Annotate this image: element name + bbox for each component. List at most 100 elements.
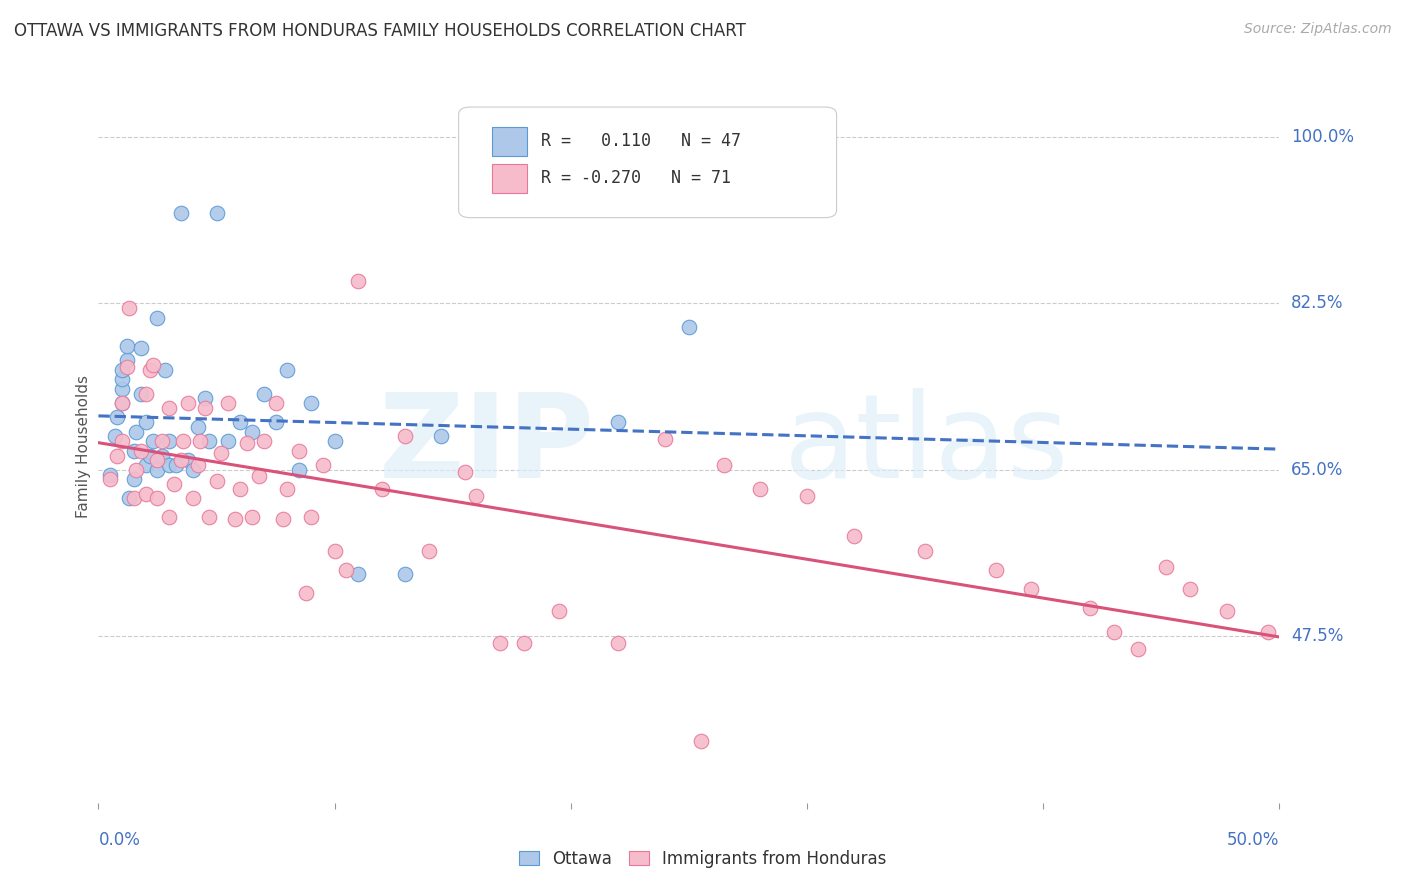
Point	[198, 434, 221, 449]
Text: ZIP: ZIP	[378, 389, 595, 503]
Point	[98, 472, 121, 486]
Point	[146, 491, 169, 506]
Point	[170, 206, 193, 220]
Point	[150, 449, 173, 463]
Point	[713, 458, 735, 472]
Point	[512, 636, 534, 650]
Point	[1178, 582, 1201, 596]
Text: atlas: atlas	[783, 389, 1069, 503]
Point	[217, 434, 239, 449]
Point	[115, 339, 138, 353]
Point	[465, 490, 488, 504]
Text: 65.0%: 65.0%	[1291, 461, 1344, 479]
Point	[135, 486, 157, 500]
Point	[347, 567, 370, 582]
Point	[139, 449, 162, 463]
Point	[194, 401, 217, 415]
Point	[111, 372, 134, 386]
Point	[139, 363, 162, 377]
Point	[323, 434, 346, 449]
Point	[371, 482, 394, 496]
Point	[150, 434, 173, 449]
Point	[181, 463, 204, 477]
Text: OTTAWA VS IMMIGRANTS FROM HONDURAS FAMILY HOUSEHOLDS CORRELATION CHART: OTTAWA VS IMMIGRANTS FROM HONDURAS FAMIL…	[14, 22, 747, 40]
Point	[188, 434, 211, 449]
FancyBboxPatch shape	[492, 164, 527, 193]
Point	[299, 510, 322, 524]
Point	[157, 401, 180, 415]
Point	[146, 463, 169, 477]
Point	[172, 434, 194, 449]
Point	[187, 420, 209, 434]
Point	[748, 482, 770, 496]
Point	[1021, 582, 1043, 596]
Text: 82.5%: 82.5%	[1291, 294, 1344, 312]
Point	[247, 469, 270, 483]
Point	[288, 463, 311, 477]
Point	[984, 563, 1007, 577]
Point	[129, 443, 152, 458]
Point	[125, 463, 148, 477]
Point	[240, 510, 263, 524]
Point	[796, 490, 818, 504]
Text: 47.5%: 47.5%	[1291, 627, 1344, 645]
Point	[165, 458, 187, 472]
Point	[1102, 624, 1125, 639]
Point	[205, 474, 228, 488]
Point	[111, 396, 134, 410]
FancyBboxPatch shape	[458, 107, 837, 218]
Text: 50.0%: 50.0%	[1227, 831, 1279, 849]
Point	[607, 415, 630, 429]
Point	[194, 392, 217, 406]
Text: 0.0%: 0.0%	[98, 831, 141, 849]
Point	[177, 396, 200, 410]
Point	[187, 458, 209, 472]
Point	[135, 386, 157, 401]
Point	[312, 458, 335, 472]
Point	[105, 449, 128, 463]
Point	[135, 415, 157, 429]
Point	[295, 586, 318, 600]
Point	[205, 206, 228, 220]
Text: R =   0.110   N = 47: R = 0.110 N = 47	[541, 132, 741, 150]
Point	[142, 434, 165, 449]
Point	[453, 465, 475, 479]
Point	[157, 434, 180, 449]
Point	[122, 443, 145, 458]
Point	[177, 453, 200, 467]
Point	[844, 529, 866, 543]
Point	[104, 429, 127, 443]
Point	[264, 396, 287, 410]
Point	[142, 358, 165, 372]
Point	[607, 636, 630, 650]
Point	[198, 510, 221, 524]
Point	[689, 734, 711, 748]
Point	[98, 467, 121, 482]
Point	[146, 453, 169, 467]
Point	[229, 482, 252, 496]
Point	[299, 396, 322, 410]
Point	[181, 491, 204, 506]
Point	[111, 434, 134, 449]
Text: 100.0%: 100.0%	[1291, 128, 1354, 145]
Point	[430, 429, 453, 443]
Point	[253, 386, 276, 401]
Point	[1216, 604, 1239, 618]
Point	[157, 510, 180, 524]
Point	[111, 363, 134, 377]
Point	[323, 543, 346, 558]
Point	[111, 396, 134, 410]
Point	[548, 604, 571, 618]
Point	[276, 482, 298, 496]
Point	[335, 563, 357, 577]
Text: R = -0.270   N = 71: R = -0.270 N = 71	[541, 169, 731, 187]
Point	[1080, 600, 1102, 615]
Point	[489, 636, 512, 650]
Point	[229, 415, 252, 429]
Point	[654, 433, 676, 447]
Point	[153, 363, 176, 377]
Point	[240, 425, 263, 439]
Point	[276, 363, 298, 377]
Point	[118, 491, 141, 506]
Point	[170, 453, 193, 467]
